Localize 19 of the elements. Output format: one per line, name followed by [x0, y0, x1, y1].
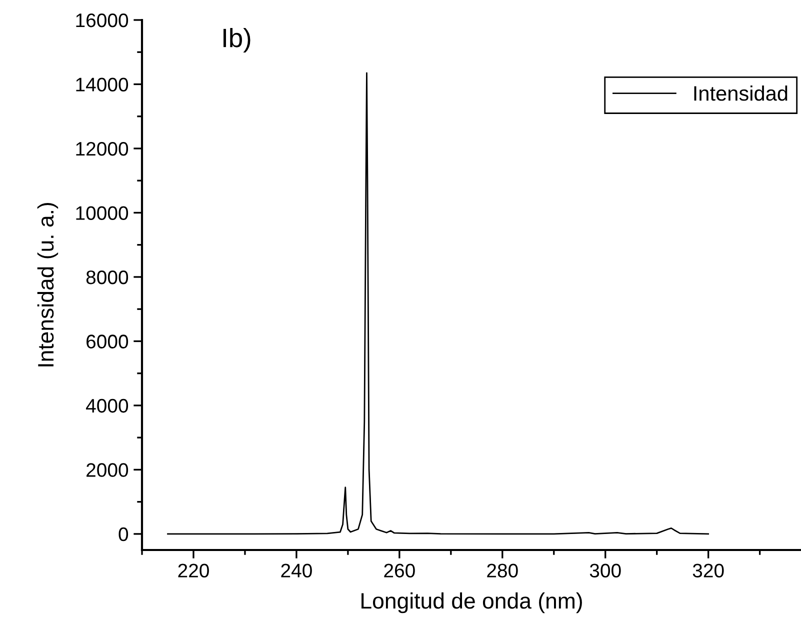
- x-tick-label: 240: [281, 564, 312, 578]
- y-tick-label: 10000: [76, 206, 128, 220]
- y-tick-label: 2000: [86, 463, 128, 477]
- x-tick-label: 260: [384, 564, 415, 578]
- y-tick-label: 14000: [76, 78, 128, 92]
- legend-label: Intensidad: [694, 86, 788, 101]
- y-tick-label: 16000: [76, 13, 128, 28]
- x-tick-label: 220: [178, 564, 209, 578]
- y-axis-title: Intensidad (u. a.): [37, 202, 58, 366]
- y-tick-label: 12000: [76, 142, 128, 156]
- y-tick-label: 6000: [86, 334, 128, 348]
- y-tick-label: 0: [118, 527, 128, 542]
- y-tick-label: 4000: [86, 398, 128, 413]
- x-tick-label: 280: [487, 564, 518, 578]
- x-tick-label: 320: [692, 564, 724, 578]
- y-tick-label: 8000: [86, 270, 128, 284]
- chart-title: Ib): [224, 28, 250, 53]
- x-axis-title: Longitud de onda (nm): [362, 592, 582, 614]
- x-tick-label: 300: [590, 564, 621, 578]
